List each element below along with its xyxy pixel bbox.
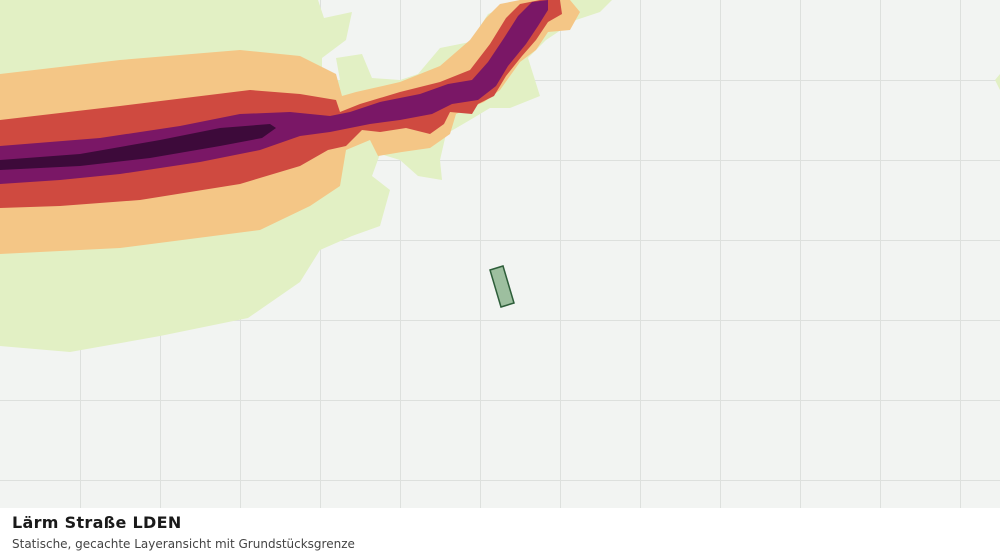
noise-zone-low <box>995 74 1000 90</box>
map <box>0 0 1000 508</box>
caption-subtitle: Statische, gecachte Layeransicht mit Gru… <box>12 537 355 551</box>
caption: Lärm Straße LDEN Statische, gecachte Lay… <box>12 512 988 552</box>
parcel-boundary <box>489 265 515 308</box>
caption-title: Lärm Straße LDEN <box>12 513 182 532</box>
noise-zone-extreme <box>0 124 276 170</box>
noise-zone-very-high <box>0 0 548 184</box>
